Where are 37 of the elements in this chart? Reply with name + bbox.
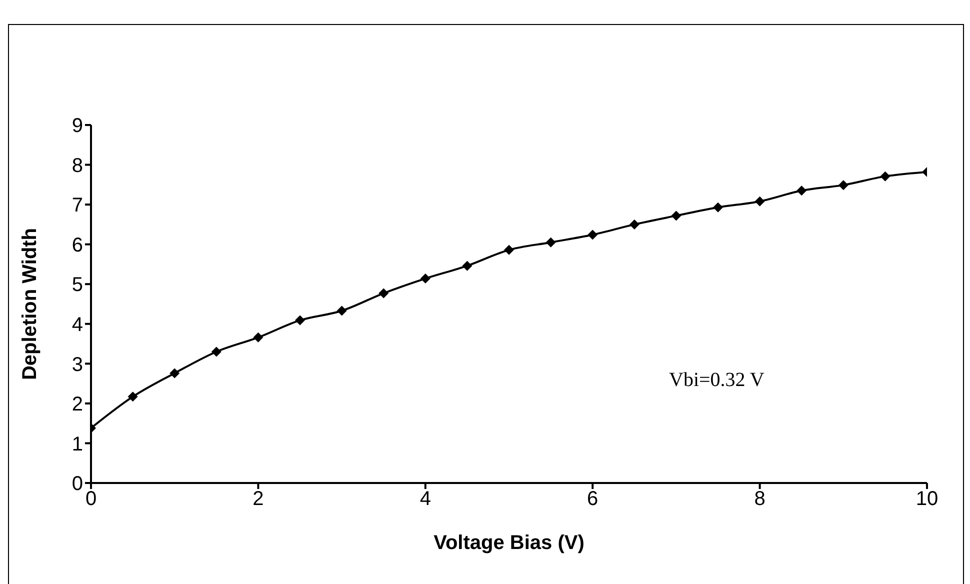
point: [420, 274, 430, 284]
annotation: Vbi=0.32 V: [669, 369, 764, 392]
point: [713, 202, 723, 212]
y-tick-label: 2: [72, 394, 83, 416]
y-tick-label: 8: [72, 154, 83, 177]
y-tick-label: 7: [72, 194, 83, 217]
x-tick-label: 2: [252, 488, 264, 510]
point: [671, 210, 682, 221]
x-tick-label: 4: [420, 488, 431, 510]
point: [504, 244, 514, 255]
y-tick-label: 9: [72, 115, 83, 138]
y-tick-label: 4: [72, 314, 83, 336]
point: [796, 186, 807, 196]
point: [378, 288, 389, 298]
y-axis-title: Depletion Width: [19, 228, 42, 380]
point: [462, 260, 472, 271]
y-tick-label: 5: [72, 274, 83, 296]
point: [211, 346, 222, 357]
x-tick-label: 6: [587, 488, 598, 510]
x-axis-title: Voltage Bias (V): [434, 532, 584, 554]
point: [295, 315, 305, 326]
point: [880, 171, 890, 182]
point: [128, 392, 138, 402]
y-tick-label: 6: [72, 234, 83, 256]
point: [546, 237, 556, 248]
x-tick-label: 10: [916, 488, 938, 510]
point: [754, 196, 765, 206]
point: [588, 230, 598, 240]
point: [629, 219, 640, 230]
point: [253, 332, 264, 342]
x-tick-label: 8: [754, 488, 766, 510]
y-tick-label: 0: [72, 473, 83, 496]
point: [170, 368, 180, 378]
y-tick-label: 1: [72, 433, 83, 456]
point: [336, 306, 347, 316]
point: [838, 180, 848, 190]
y-tick-label: 3: [72, 354, 83, 376]
